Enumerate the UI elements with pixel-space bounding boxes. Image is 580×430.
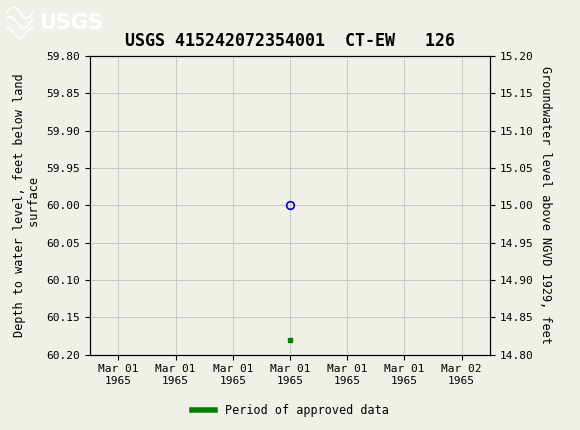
Text: USGS: USGS xyxy=(39,12,103,33)
Title: USGS 415242072354001  CT-EW   126: USGS 415242072354001 CT-EW 126 xyxy=(125,32,455,50)
Y-axis label: Depth to water level, feet below land
 surface: Depth to water level, feet below land su… xyxy=(13,74,41,337)
Legend: Period of approved data: Period of approved data xyxy=(187,399,393,422)
Y-axis label: Groundwater level above NGVD 1929, feet: Groundwater level above NGVD 1929, feet xyxy=(539,66,552,344)
